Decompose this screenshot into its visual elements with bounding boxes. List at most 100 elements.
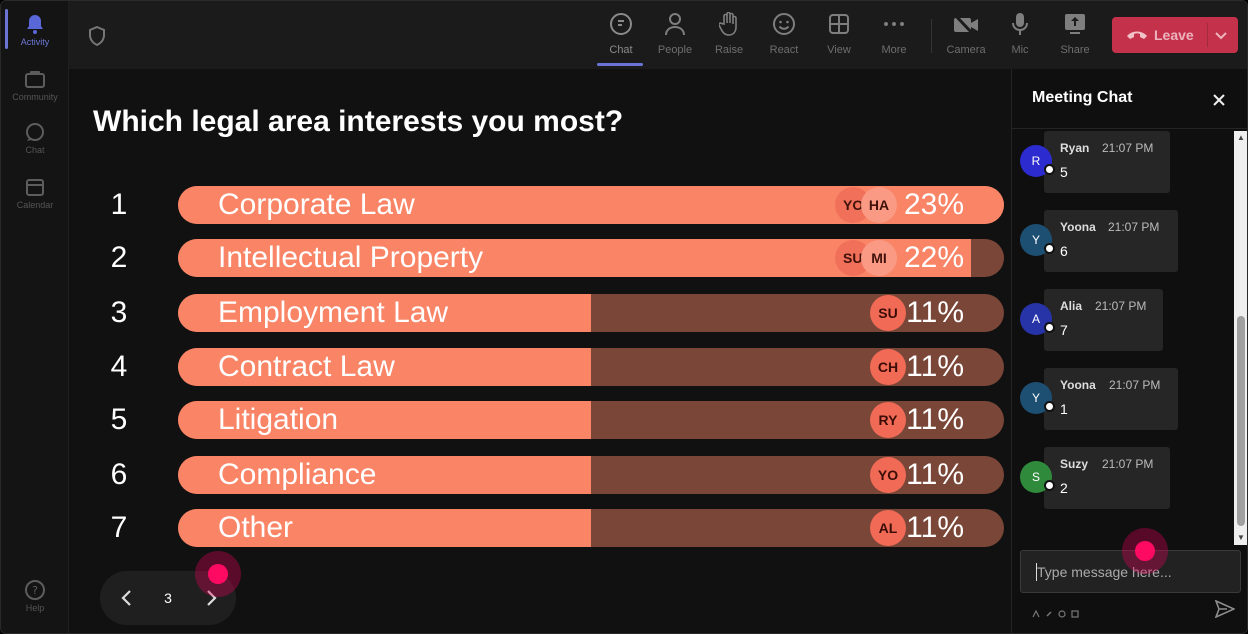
option-bar-fill <box>178 348 591 386</box>
toolbar-react-button[interactable]: React <box>759 11 809 63</box>
chevron-right-icon[interactable] <box>200 587 222 609</box>
leave-button[interactable]: Leave <box>1112 17 1238 53</box>
close-icon[interactable] <box>1210 91 1228 109</box>
meeting-chat-panel: Meeting Chat Ryan 21:07 PM 5 R Yoona 21:07 PM… <box>1011 69 1247 633</box>
presence-status-icon <box>1044 164 1055 175</box>
message-sender: Suzy <box>1060 457 1089 471</box>
voter-avatar: HA <box>861 187 897 223</box>
presence-status-icon <box>1044 322 1055 333</box>
presence-status-icon <box>1044 401 1055 412</box>
share-icon <box>1062 11 1088 37</box>
toolbar-chat-button[interactable]: Chat <box>596 11 646 63</box>
option-bar: Litigation RY 11% <box>178 401 1004 439</box>
rail-item-activity[interactable]: Activity <box>1 13 69 47</box>
chat-message-input[interactable] <box>1021 551 1240 592</box>
option-label: Intellectual Property <box>218 241 484 274</box>
option-number: 1 <box>110 188 128 221</box>
leave-label: Leave <box>1154 27 1194 43</box>
presence-status-icon <box>1044 480 1055 491</box>
toolbar-camera-button[interactable]: Camera <box>941 11 991 63</box>
hand-icon <box>716 11 742 37</box>
chevron-down-icon[interactable] <box>1214 28 1228 42</box>
avatar: S <box>1020 461 1055 493</box>
chat-message: Yoona 21:07 PM 1 <box>1044 368 1178 430</box>
voter-avatar: MI <box>861 240 897 276</box>
rail-item-chat[interactable]: Chat <box>1 121 69 155</box>
chat-header: Meeting Chat <box>1012 69 1247 129</box>
option-bar: Intellectual Property SU MI 22% <box>178 239 1004 277</box>
rail-item-help[interactable]: ? Help <box>1 579 69 613</box>
toolbar-share-button[interactable]: Share <box>1050 11 1100 63</box>
emoji-icon[interactable] <box>1058 605 1066 618</box>
toolbar-raise-button[interactable]: Raise <box>704 11 754 63</box>
hang-up-icon <box>1126 29 1148 41</box>
gif-icon[interactable] <box>1071 605 1079 618</box>
option-percentage: 11% <box>906 296 964 329</box>
calendar-icon <box>24 176 46 198</box>
chat-icon <box>608 11 634 37</box>
format-icon[interactable] <box>1032 605 1040 618</box>
svg-text:?: ? <box>32 584 38 597</box>
chat-title: Meeting Chat <box>1032 89 1133 106</box>
voter-avatar: SU <box>870 295 906 331</box>
page-number: 3 <box>164 590 172 606</box>
poll-option-row: 5 Litigation RY 11% <box>69 401 1011 439</box>
option-bar-fill <box>178 294 591 332</box>
toolbar-button-label: Raise <box>714 44 744 56</box>
toolbar-button-label: Share <box>1060 44 1090 56</box>
toolbar-button-label: Chat <box>609 44 633 56</box>
shield-icon[interactable] <box>88 25 106 47</box>
option-bar: Employment Law SU 11% <box>178 294 1004 332</box>
option-number: 6 <box>110 458 128 491</box>
poll-option-row: 3 Employment Law SU 11% <box>69 294 1011 332</box>
rail-active-indicator <box>5 9 8 49</box>
option-bar: Corporate Law YO HA 23% <box>178 186 1004 224</box>
toolbar-people-button[interactable]: People <box>650 11 700 63</box>
message-sender: Yoona <box>1060 378 1096 392</box>
chat-message: Suzy 21:07 PM 2 <box>1044 447 1170 509</box>
avatar-initial: Y <box>1031 391 1040 405</box>
rail-item-label: Calendar <box>16 200 54 210</box>
chat-message-list[interactable]: Ryan 21:07 PM 5 R Yoona 21:07 PM 6 Y Alia 21:07 P… <box>1012 131 1234 545</box>
chevron-left-icon[interactable] <box>116 587 138 609</box>
voter-avatar: YO <box>870 457 906 493</box>
scroll-up-arrow[interactable]: ▲ <box>1237 133 1245 142</box>
message-timestamp: 21:07 PM <box>1109 378 1161 392</box>
option-number: 5 <box>110 403 128 436</box>
click-indicator <box>1122 528 1168 574</box>
community-icon <box>24 68 46 90</box>
more-icon <box>881 11 907 37</box>
rail-item-label: Community <box>12 92 58 102</box>
rail-item-calendar[interactable]: Calendar <box>1 176 69 210</box>
option-percentage: 11% <box>906 511 964 544</box>
smiley-icon <box>771 11 797 37</box>
poll-option-row: 7 Other AL 11% <box>69 509 1011 547</box>
option-bar-fill <box>178 509 591 547</box>
chat-message: Yoona 21:07 PM 6 <box>1044 210 1178 272</box>
toolbar-divider <box>931 19 932 53</box>
toolbar-button-label: View <box>827 44 851 56</box>
poll-option-row: 1 Corporate Law YO HA 23% <box>69 186 1011 224</box>
message-timestamp: 21:07 PM <box>1095 299 1147 313</box>
message-timestamp: 21:07 PM <box>1102 141 1154 155</box>
chat-icon <box>24 121 46 143</box>
format-toolbar <box>1032 605 1079 618</box>
chat-scrollbar[interactable]: ▲ ▼ <box>1234 131 1247 545</box>
toolbar-more-button[interactable]: More <box>869 11 919 63</box>
scrollbar-thumb[interactable] <box>1237 316 1245 526</box>
toolbar-mic-button[interactable]: Mic <box>995 11 1045 63</box>
option-label: Employment Law <box>218 296 449 329</box>
poll-option-row: 2 Intellectual Property SU MI 22% <box>69 239 1011 277</box>
option-label: Compliance <box>218 458 377 491</box>
send-icon[interactable] <box>1214 599 1236 619</box>
option-bar: Other AL 11% <box>178 509 1004 547</box>
option-percentage: 22% <box>903 241 964 274</box>
scroll-down-arrow[interactable]: ▼ <box>1237 533 1245 542</box>
rail-item-community[interactable]: Community <box>1 68 69 102</box>
help-icon: ? <box>24 579 46 601</box>
option-label: Other <box>218 511 294 544</box>
toolbar-view-button[interactable]: View <box>814 11 864 63</box>
message-timestamp: 21:07 PM <box>1102 457 1154 471</box>
attach-icon[interactable] <box>1045 605 1053 617</box>
